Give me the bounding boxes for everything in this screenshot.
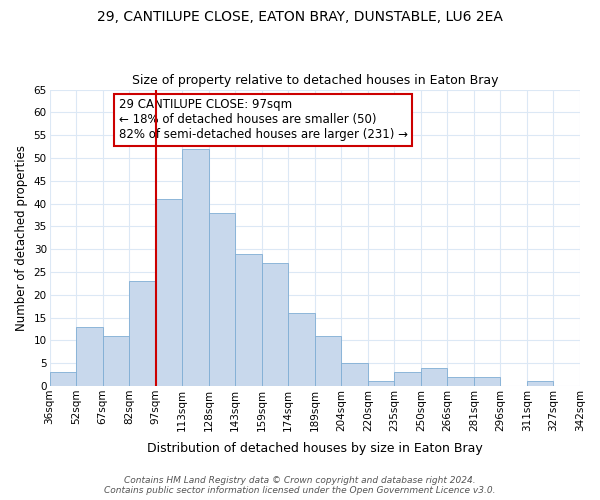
X-axis label: Distribution of detached houses by size in Eaton Bray: Distribution of detached houses by size … bbox=[147, 442, 482, 455]
Bar bbox=[155, 199, 182, 386]
Bar bbox=[368, 382, 394, 386]
Bar bbox=[527, 382, 553, 386]
Bar bbox=[448, 377, 474, 386]
Bar bbox=[103, 336, 129, 386]
Text: Contains HM Land Registry data © Crown copyright and database right 2024.
Contai: Contains HM Land Registry data © Crown c… bbox=[104, 476, 496, 495]
Bar bbox=[76, 326, 103, 386]
Bar bbox=[129, 281, 155, 386]
Text: 29 CANTILUPE CLOSE: 97sqm
← 18% of detached houses are smaller (50)
82% of semi-: 29 CANTILUPE CLOSE: 97sqm ← 18% of detac… bbox=[119, 98, 407, 142]
Bar bbox=[288, 313, 315, 386]
Text: 29, CANTILUPE CLOSE, EATON BRAY, DUNSTABLE, LU6 2EA: 29, CANTILUPE CLOSE, EATON BRAY, DUNSTAB… bbox=[97, 10, 503, 24]
Bar bbox=[421, 368, 448, 386]
Bar bbox=[50, 372, 76, 386]
Bar bbox=[474, 377, 500, 386]
Title: Size of property relative to detached houses in Eaton Bray: Size of property relative to detached ho… bbox=[131, 74, 498, 87]
Bar bbox=[394, 372, 421, 386]
Bar bbox=[209, 212, 235, 386]
Bar bbox=[315, 336, 341, 386]
Bar bbox=[182, 149, 209, 386]
Bar bbox=[341, 363, 368, 386]
Bar bbox=[235, 254, 262, 386]
Bar bbox=[262, 263, 288, 386]
Y-axis label: Number of detached properties: Number of detached properties bbox=[15, 145, 28, 331]
